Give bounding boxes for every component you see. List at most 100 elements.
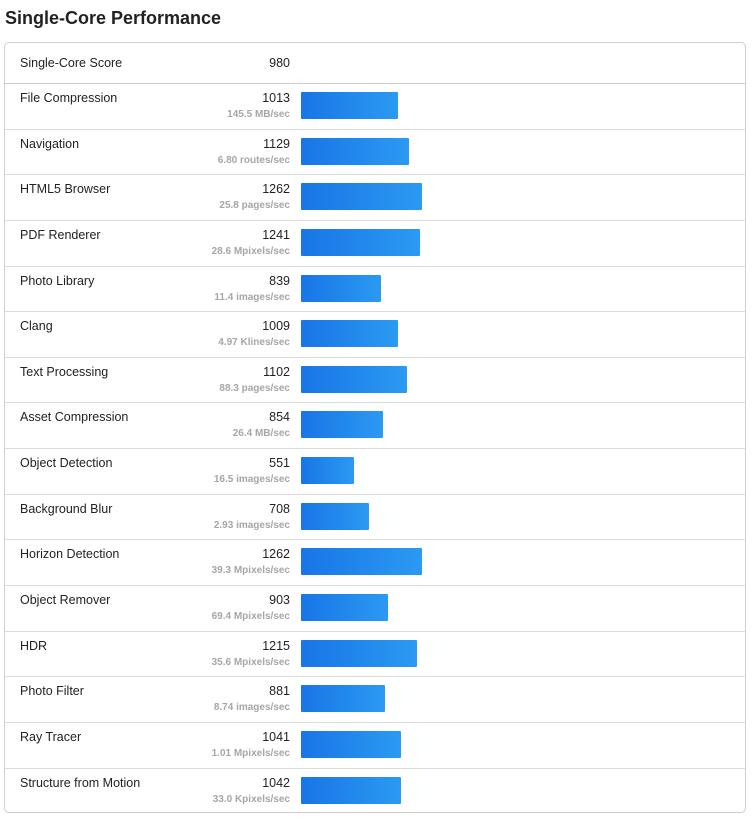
benchmark-rate: 11.4 images/sec	[214, 291, 290, 303]
benchmark-score: 1262	[262, 182, 290, 197]
benchmark-bar	[301, 92, 399, 119]
page-title: Single-Core Performance	[5, 8, 222, 28]
benchmark-bar-track	[301, 502, 741, 530]
benchmark-rate: 69.4 Mpixels/sec	[211, 611, 290, 623]
benchmark-score: 1013	[262, 91, 290, 105]
benchmark-bar-track	[301, 365, 741, 393]
benchmark-rate: 25.8 pages/sec	[219, 200, 290, 212]
benchmark-name: Navigation	[20, 136, 80, 151]
benchmark-score: 1215	[262, 638, 290, 653]
benchmark-bar	[301, 228, 420, 256]
benchmark-bar	[301, 639, 418, 667]
benchmark-name: Clang	[20, 319, 53, 334]
benchmark-bar-track	[301, 730, 741, 758]
benchmark-bar-track	[301, 274, 741, 302]
benchmark-score: 1262	[262, 547, 290, 562]
benchmark-row-pdf-renderer: PDF Renderer 1241 28.6 Mpixels/sec	[5, 221, 745, 267]
benchmark-rate: 4.97 Klines/sec	[218, 337, 290, 349]
benchmark-name: Object Remover	[20, 593, 111, 608]
benchmark-score: 1241	[262, 227, 290, 242]
benchmark-name: Background Blur	[20, 501, 113, 516]
benchmark-row-text-processing: Text Processing 1102 88.3 pages/sec	[5, 358, 745, 404]
benchmark-row-asset-compression: Asset Compression 854 26.4 MB/sec	[5, 403, 745, 450]
benchmark-rate: 16.5 images/sec	[213, 474, 290, 486]
benchmark-name: HDR	[20, 638, 48, 653]
benchmark-score: 839	[269, 273, 290, 288]
benchmark-name: Object Detection	[20, 456, 113, 471]
benchmark-bar	[301, 183, 422, 211]
benchmark-row-hdr: HDR 1215 35.6 Mpixels/sec	[5, 632, 745, 678]
benchmark-name: Ray Tracer	[20, 729, 82, 744]
benchmark-bar-track	[301, 411, 741, 439]
benchmark-rate: 88.3 pages/sec	[219, 382, 290, 394]
benchmark-score: 881	[269, 684, 290, 699]
benchmark-score: 708	[269, 501, 290, 516]
benchmark-bar-track	[301, 776, 741, 804]
results-table: Single-Core Score 980 File Compression 10…	[4, 42, 746, 813]
benchmark-bar-track	[301, 594, 741, 622]
single-core-score-value: 980	[269, 56, 290, 70]
benchmark-row-horizon-detection: Horizon Detection 1262 39.3 Mpixels/sec	[5, 540, 745, 587]
benchmark-bar	[301, 548, 422, 576]
benchmark-rate: 35.6 Mpixels/sec	[211, 656, 290, 668]
benchmark-score: 1102	[263, 364, 290, 379]
benchmark-row-file-compression: File Compression 1013 145.5 MB/sec	[5, 84, 745, 130]
benchmark-score: 1041	[262, 729, 290, 744]
benchmark-row-html5-browser: HTML5 Browser 1262 25.8 pages/sec	[5, 175, 745, 221]
benchmark-name: HTML5 Browser	[20, 182, 111, 197]
benchmark-name: File Compression	[20, 91, 118, 105]
benchmark-score: 1009	[262, 319, 290, 334]
benchmark-bar-track	[301, 548, 741, 576]
benchmark-bar	[301, 776, 401, 804]
benchmark-row-ray-tracer: Ray Tracer 1041 1.01 Mpixels/sec	[5, 723, 745, 769]
single-core-score-row: Single-Core Score 980	[5, 43, 745, 84]
benchmark-bar-track	[301, 137, 741, 165]
benchmark-name: Photo Library	[20, 273, 95, 288]
benchmark-name: Photo Filter	[20, 684, 84, 699]
benchmark-name: Asset Compression	[20, 410, 129, 425]
benchmark-name: PDF Renderer	[20, 227, 101, 242]
benchmark-bar-track	[301, 685, 741, 713]
benchmark-row-photo-filter: Photo Filter 881 8.74 images/sec	[5, 677, 745, 723]
benchmark-bar	[301, 685, 386, 713]
benchmark-score: 551	[269, 456, 290, 471]
benchmark-bar	[301, 730, 401, 758]
benchmark-rate: 8.74 images/sec	[213, 702, 290, 714]
benchmark-score: 854	[269, 410, 290, 425]
benchmark-rate: 1.01 Mpixels/sec	[211, 747, 290, 759]
benchmark-bar	[301, 502, 369, 530]
single-core-score-label: Single-Core Score	[20, 56, 123, 70]
benchmark-row-object-detection: Object Detection 551 16.5 images/sec	[5, 449, 745, 495]
benchmark-row-photo-library: Photo Library 839 11.4 images/sec	[5, 267, 745, 313]
benchmark-rate: 145.5 MB/sec	[227, 109, 290, 120]
benchmark-bar	[301, 137, 410, 165]
benchmark-name: Horizon Detection	[20, 547, 120, 562]
benchmark-bar-track	[301, 183, 741, 211]
benchmark-row-object-remover: Object Remover 903 69.4 Mpixels/sec	[5, 586, 745, 632]
benchmark-score: 1042	[262, 775, 290, 790]
benchmark-rate: 28.6 Mpixels/sec	[211, 245, 290, 257]
benchmark-row-clang: Clang 1009 4.97 Klines/sec	[5, 312, 745, 358]
benchmark-rate: 2.93 images/sec	[213, 519, 290, 531]
benchmark-rate: 6.80 routes/sec	[217, 154, 290, 166]
benchmark-bar-track	[301, 228, 741, 256]
benchmark-rate: 33.0 Kpixels/sec	[212, 793, 290, 805]
benchmark-bar-track	[301, 320, 741, 348]
benchmark-rate: 26.4 MB/sec	[232, 428, 290, 440]
benchmark-bar-track	[301, 457, 741, 485]
benchmark-bar	[301, 594, 388, 622]
benchmark-bar	[301, 457, 354, 485]
benchmark-bar-track	[301, 639, 741, 667]
benchmark-bar	[301, 411, 383, 439]
benchmark-row-navigation: Navigation 1129 6.80 routes/sec	[5, 130, 745, 176]
benchmark-bar	[301, 274, 382, 302]
benchmark-bar	[301, 320, 398, 348]
benchmark-name: Structure from Motion	[20, 775, 141, 790]
benchmark-row-background-blur: Background Blur 708 2.93 images/sec	[5, 495, 745, 541]
benchmark-name: Text Processing	[20, 364, 109, 379]
benchmark-score: 1129	[263, 136, 290, 151]
benchmark-bar	[301, 365, 407, 393]
benchmark-score: 903	[269, 593, 290, 608]
benchmark-list: File Compression 1013 145.5 MB/sec Navigati…	[5, 84, 745, 812]
benchmark-row-structure-from-motion: Structure from Motion 1042 33.0 Kpixels/se…	[5, 769, 745, 812]
